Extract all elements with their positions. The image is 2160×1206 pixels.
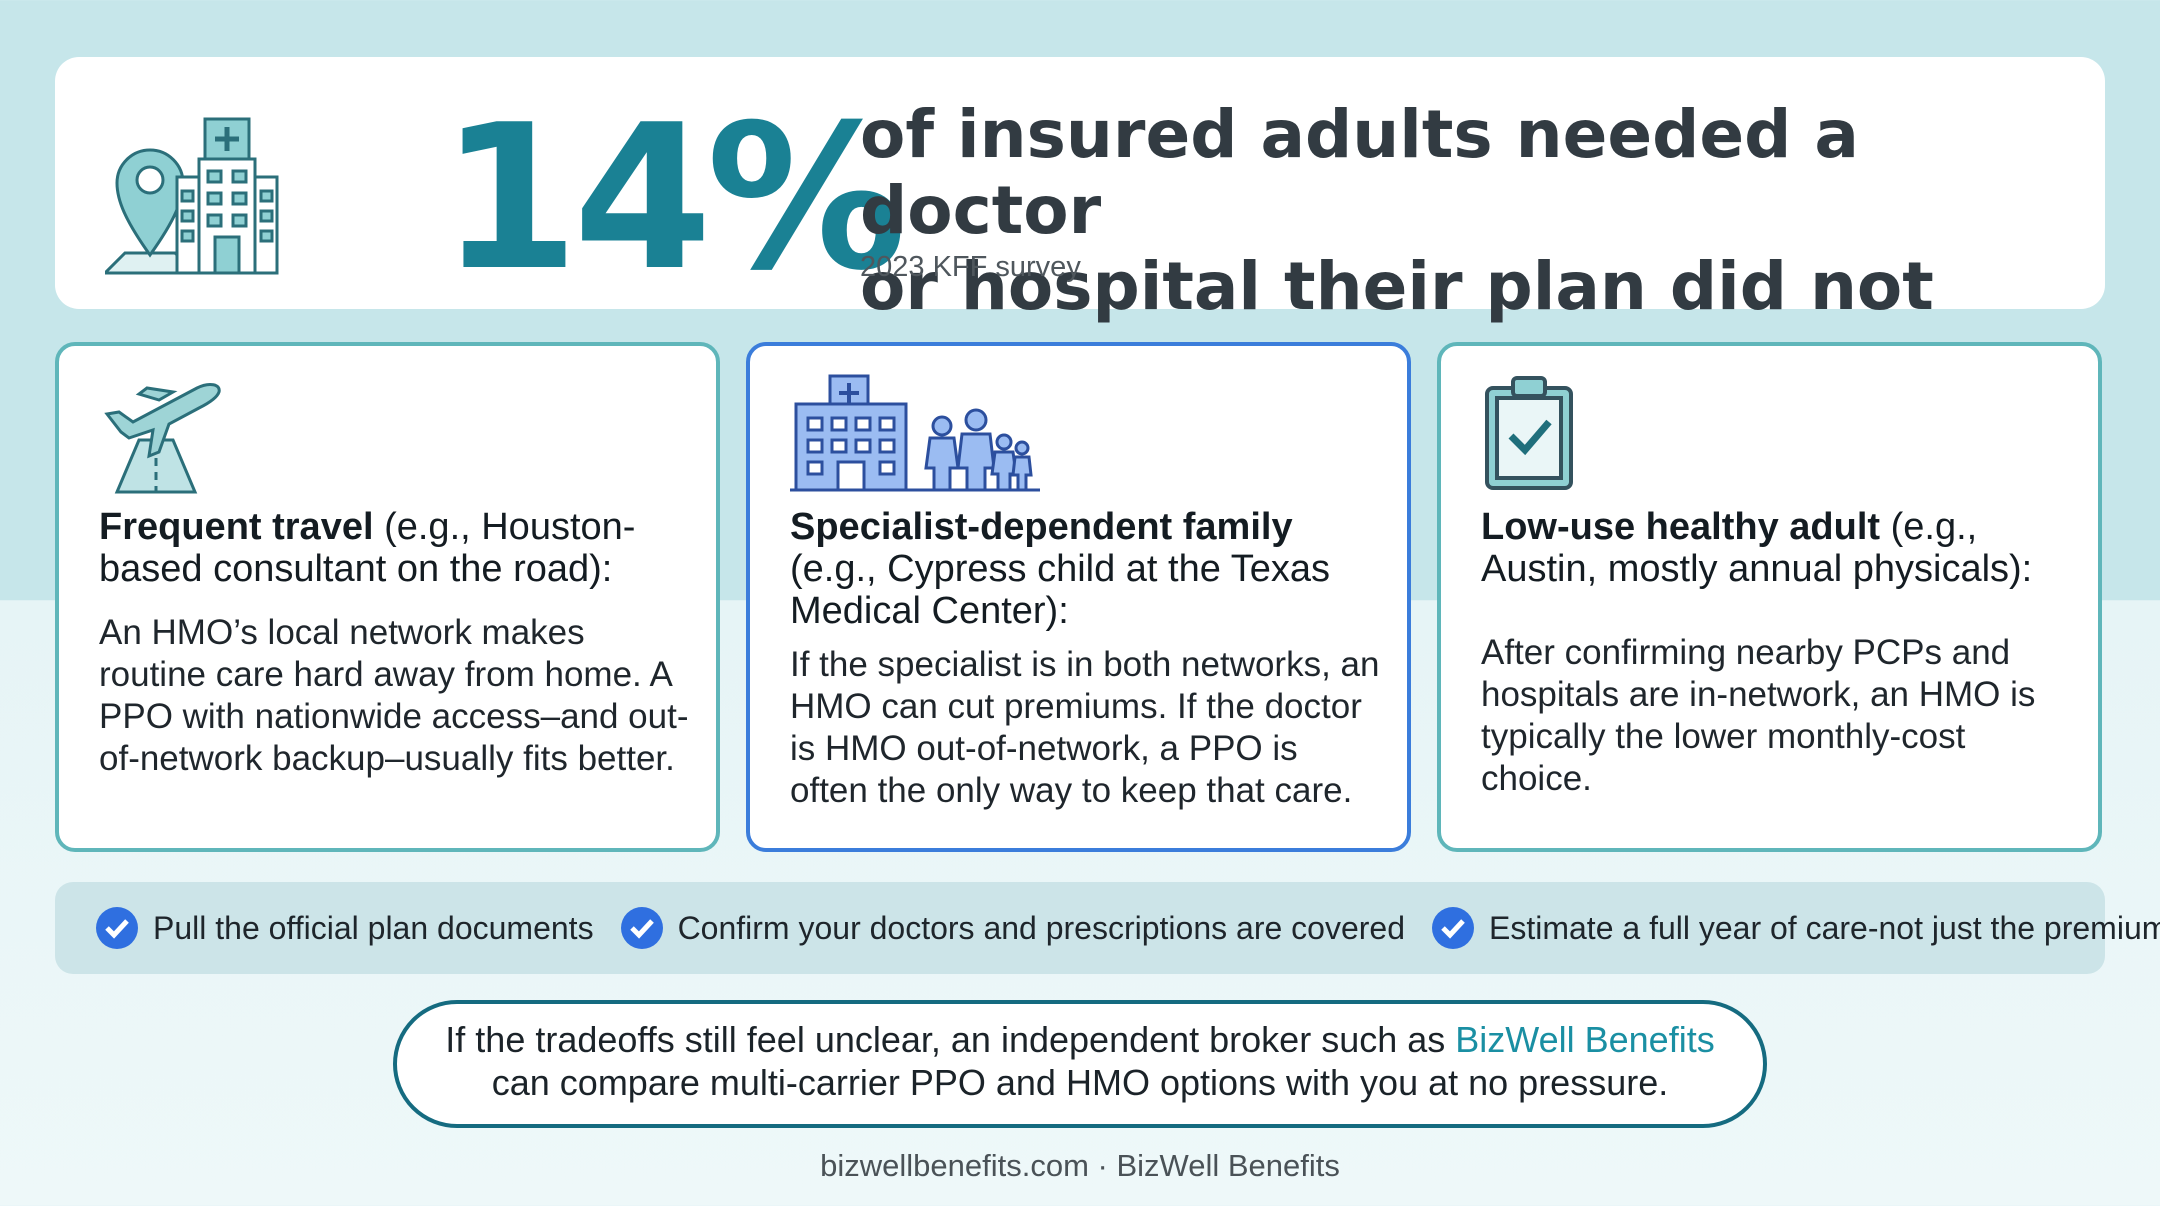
card-heading: Low-use healthy adult (e.g., Austin, mos…: [1481, 506, 2033, 590]
headline-line-1: of insured adults needed a doctor: [860, 96, 1859, 249]
checklist-item: Estimate a full year of care-not just th…: [1431, 906, 2160, 950]
checklist-item-label: Estimate a full year of care-not just th…: [1489, 909, 2160, 946]
hero-banner: 14% of insured adults needed a doctor or…: [55, 57, 2105, 401]
card-heading: Frequent travel (e.g., Houston-based con…: [99, 506, 636, 590]
hospital-family-icon: [790, 374, 1040, 492]
card-body: If the specialist is in both networks, a…: [790, 645, 1380, 810]
callout-text: If the tradeoffs still feel unclear, an …: [445, 1019, 1456, 1060]
card-body: After confirming nearby PCPs and hospita…: [1481, 633, 2036, 798]
scenario-card-travel: Frequent travel (e.g., Houston-based con…: [55, 342, 720, 852]
source-citation: 2023 KFF survey: [860, 251, 1081, 283]
card-body: An HMO’s local network makes routine car…: [99, 613, 689, 778]
hospital-location-icon: [105, 117, 279, 275]
broker-callout: If the tradeoffs still feel unclear, an …: [393, 1000, 1767, 1128]
callout-text-line-2: can compare multi-carrier PPO and HMO op…: [491, 1062, 1669, 1103]
action-checklist: Pull the official plan documents Confirm…: [55, 882, 2160, 974]
scenario-card-healthy-adult: Low-use healthy adult (e.g., Austin, mos…: [1437, 342, 2102, 852]
checklist-item: Pull the official plan documents: [95, 906, 594, 950]
checklist-item-label: Confirm your doctors and prescriptions a…: [677, 909, 1405, 946]
checklist-item: Confirm your doctors and prescriptions a…: [620, 906, 1405, 950]
brand-link[interactable]: BizWell Benefits: [1455, 1019, 1715, 1060]
check-circle-icon: [96, 907, 138, 949]
footer-credit: bizwellbenefits.com · BizWell Benefits: [820, 1148, 1340, 1183]
card-heading: Specialist-dependent family (e.g., Cypre…: [790, 506, 1330, 632]
check-circle-icon: [620, 907, 663, 949]
scenario-card-specialist-family: Specialist-dependent family (e.g., Cypre…: [746, 342, 1411, 852]
checklist-item-label: Pull the official plan documents: [153, 909, 594, 946]
airplane-takeoff-icon: [104, 383, 221, 494]
headline-stat: 14%: [440, 82, 907, 315]
clipboard-check-icon: [1485, 376, 1573, 490]
check-circle-icon: [1432, 907, 1474, 949]
